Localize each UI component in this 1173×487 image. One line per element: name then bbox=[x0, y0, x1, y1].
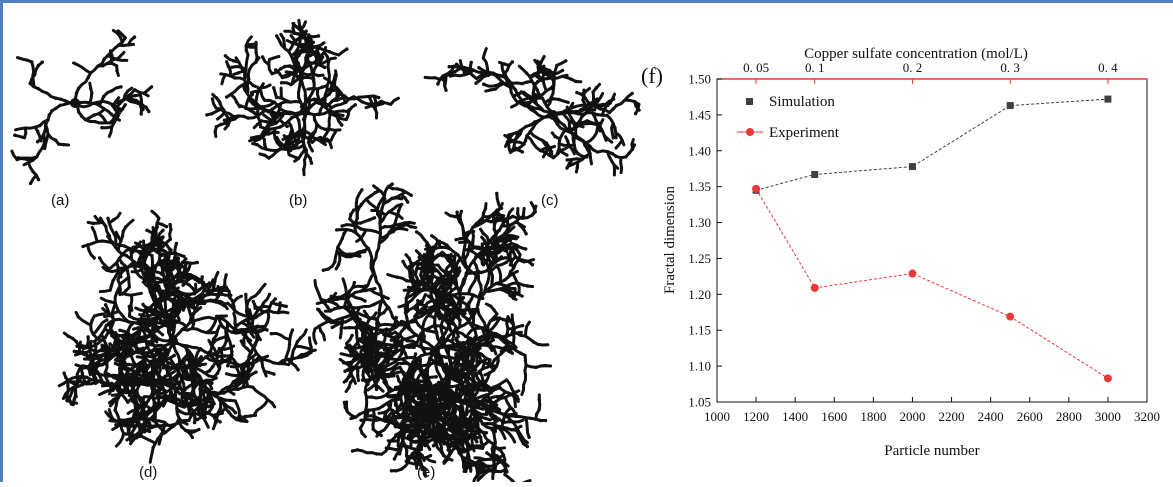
data-point-simulation bbox=[811, 170, 819, 178]
y-axis-ticks: 1.05 1.10 1.15 1.20 1.25 1.30 1.35 1.40 1.45 1.50 bbox=[688, 72, 722, 410]
x-tick-label: 1000 bbox=[704, 409, 730, 424]
y-tick-label: 1.25 bbox=[688, 251, 711, 266]
series-line-experiment bbox=[755, 188, 1109, 379]
top-axis-label: Copper sulfate concentration (mol/L) bbox=[804, 46, 1028, 62]
fractal-image-e bbox=[312, 182, 554, 487]
y-tick-label: 1.45 bbox=[688, 107, 711, 122]
x-tick-label: 3000 bbox=[1095, 409, 1121, 424]
y-tick-label: 1.20 bbox=[688, 287, 711, 302]
data-point-experiment bbox=[908, 269, 917, 278]
x-axis-ticks: 1000 1200 1400 1600 1800 2000 2200 2400 2600 2800… bbox=[704, 397, 1160, 424]
top-tick-label: 0. 1 bbox=[805, 60, 825, 75]
series-lines bbox=[755, 98, 1109, 379]
x-tick-label: 2000 bbox=[899, 409, 925, 424]
legend-experiment-marker bbox=[746, 128, 754, 136]
data-point-simulation bbox=[908, 163, 916, 171]
fractal-image-d bbox=[57, 209, 317, 464]
y-tick-label: 1.05 bbox=[688, 395, 711, 410]
panel-label-c: (c) bbox=[541, 192, 559, 209]
data-point-experiment bbox=[810, 283, 819, 292]
x-tick-label: 2600 bbox=[1017, 409, 1043, 424]
chart-legend: Simulation Experiment bbox=[737, 94, 840, 141]
y-tick-label: 1.30 bbox=[688, 215, 711, 230]
data-point-experiment bbox=[1103, 374, 1112, 383]
top-tick-label: 0. 4 bbox=[1098, 60, 1118, 75]
series-line-simulation bbox=[755, 98, 1108, 191]
x-tick-label: 2800 bbox=[1056, 409, 1082, 424]
top-axis-ticks: 0. 05 0. 1 0. 2 0. 3 0. 4 bbox=[743, 60, 1118, 84]
figure-canvas: (a) (b) (c) (d) (e) (f) 1000 1200 1400 1600… bbox=[10, 18, 1160, 487]
y-tick-label: 1.10 bbox=[688, 359, 711, 374]
panel-label-d: (d) bbox=[139, 464, 157, 481]
top-tick-label: 0. 05 bbox=[743, 60, 769, 75]
x-tick-label: 1400 bbox=[782, 409, 808, 424]
fractal-image-c bbox=[423, 47, 641, 177]
x-tick-label: 1200 bbox=[743, 409, 769, 424]
data-point-simulation bbox=[1006, 102, 1014, 110]
y-axis-label: Fractal dimension bbox=[662, 186, 678, 294]
panel-label-a: (a) bbox=[51, 192, 69, 209]
x-tick-label: 2200 bbox=[939, 409, 965, 424]
legend-simulation-label: Simulation bbox=[769, 94, 835, 110]
x-axis-label: Particle number bbox=[884, 443, 979, 459]
y-tick-label: 1.15 bbox=[688, 323, 711, 338]
x-tick-label: 1600 bbox=[821, 409, 847, 424]
data-point-simulation bbox=[1104, 95, 1112, 103]
x-tick-label: 3200 bbox=[1134, 409, 1160, 424]
panel-label-e: (e) bbox=[417, 464, 435, 481]
data-point-experiment bbox=[752, 184, 761, 193]
x-tick-label: 1800 bbox=[860, 409, 886, 424]
series-points bbox=[752, 95, 1112, 383]
top-tick-label: 0. 2 bbox=[903, 60, 923, 75]
fractal-image-b bbox=[205, 18, 400, 177]
fractal-dimension-chart: 1000 1200 1400 1600 1800 2000 2200 2400 2600 2800… bbox=[662, 46, 1160, 459]
y-tick-label: 1.40 bbox=[688, 143, 711, 158]
x-tick-label: 2400 bbox=[978, 409, 1004, 424]
data-point-experiment bbox=[1006, 312, 1015, 321]
y-tick-label: 1.50 bbox=[688, 72, 711, 87]
y-tick-label: 1.35 bbox=[688, 179, 711, 194]
legend-simulation-marker bbox=[746, 98, 753, 105]
panel-label-f: (f) bbox=[641, 63, 663, 88]
fractal-image-a bbox=[10, 29, 154, 186]
panel-label-b: (b) bbox=[289, 192, 307, 209]
legend-experiment-label: Experiment bbox=[769, 125, 840, 141]
top-tick-label: 0. 3 bbox=[1000, 60, 1020, 75]
